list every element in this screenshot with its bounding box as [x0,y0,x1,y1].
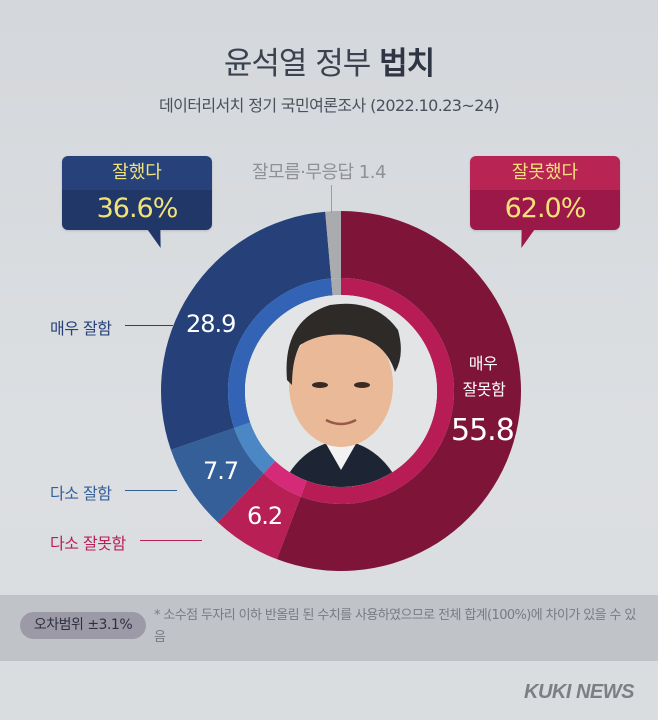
donut-segment [228,278,333,428]
disapprove-value: 62.0% [470,190,620,230]
leader-line-some-good [125,490,177,491]
portrait-icon [245,295,437,487]
donut-segment [263,460,307,497]
approve-value: 36.6% [62,190,212,230]
disapprove-bubble: 잘못했다 62.0% [470,156,620,248]
value-some-good: 7.7 [203,457,239,485]
label-very-good: 매우 잘함 [50,319,112,338]
dont-know-leader-line [331,185,332,213]
donut-segment [234,422,276,474]
leader-line-some-bad [140,540,202,541]
value-very-bad: 55.8 [451,413,515,448]
label-very-bad-line2: 잘못함 [462,380,506,399]
label-some-good: 다소 잘함 [50,484,112,503]
title-bold: 법치 [379,46,435,82]
margin-of-error-badge: 오차범위 ±3.1% [20,612,146,639]
disapprove-label: 잘못했다 [470,156,620,190]
footnote: * 소수점 두자리 이하 반올림 된 수치를 사용하였으므로 전체 합계(100… [154,608,636,645]
label-some-bad: 다소 잘못함 [50,534,126,553]
donut-segments [161,211,521,571]
brand-logo: KUKI NEWS [524,681,634,703]
donut-segment [170,427,264,523]
page-title: 윤석열 정부 법치 [0,38,658,83]
subtitle: 데이터리서치 정기 국민여론조사 (2022.10.23~24) [159,96,500,115]
value-very-good: 28.9 [186,310,236,338]
approve-bubble: 잘했다 36.6% [62,156,212,248]
value-some-bad: 6.2 [247,502,283,530]
leader-line-very-good [125,325,173,326]
donut-segment [217,473,301,560]
dont-know-label: 잘모름·무응답 1.4 [252,162,386,183]
donut-segment [161,211,332,450]
donut-chart [161,211,521,571]
label-very-bad-line1: 매우 [468,354,498,373]
donut-segment [325,211,341,279]
donut-segment [331,278,341,296]
title-regular: 윤석열 정부 [223,46,380,82]
approve-label: 잘했다 [62,156,212,190]
donut-segment [276,211,521,571]
